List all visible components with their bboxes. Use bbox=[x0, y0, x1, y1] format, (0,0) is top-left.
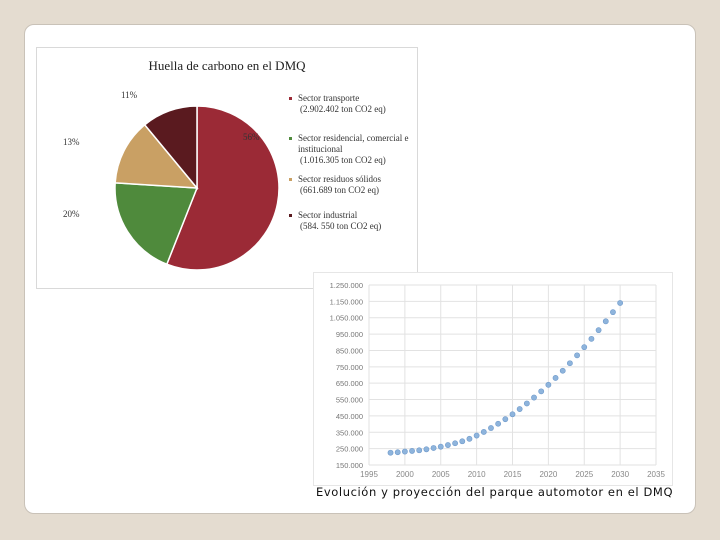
legend-swatch bbox=[289, 137, 292, 140]
data-point bbox=[502, 416, 509, 423]
legend-value: (584. 550 ton CO2 eq) bbox=[300, 221, 382, 231]
data-point bbox=[545, 381, 552, 388]
pie-chart bbox=[114, 105, 280, 271]
y-tick-label: 1.050.000 bbox=[330, 314, 363, 323]
data-point bbox=[574, 352, 580, 359]
pie-slice-0 bbox=[165, 105, 280, 271]
x-tick-label: 2015 bbox=[504, 470, 522, 479]
x-tick-label: 2005 bbox=[432, 470, 450, 479]
data-point bbox=[416, 447, 423, 454]
data-point bbox=[559, 367, 566, 374]
data-point bbox=[409, 448, 415, 454]
legend-item-residencial: Sector residencial, comercial e instituc… bbox=[289, 133, 414, 166]
data-point bbox=[480, 429, 487, 435]
data-point bbox=[617, 300, 624, 306]
y-tick-label: 1.250.000 bbox=[330, 281, 363, 290]
data-point bbox=[516, 406, 523, 412]
y-tick-label: 550.000 bbox=[336, 396, 363, 405]
data-point bbox=[387, 449, 394, 456]
data-point bbox=[401, 448, 408, 455]
legend-item-industrial: Sector industrial (584. 550 ton CO2 eq) bbox=[289, 210, 414, 232]
pie-slice-1 bbox=[114, 182, 199, 266]
legend-value: (1.016.305 ton CO2 eq) bbox=[300, 155, 386, 165]
x-tick-label: 2000 bbox=[396, 470, 414, 479]
pie-slice-2 bbox=[114, 123, 199, 189]
slice-label-industrial: 11% bbox=[121, 90, 138, 100]
data-point bbox=[610, 309, 616, 316]
data-point bbox=[595, 327, 602, 334]
data-point bbox=[581, 344, 588, 351]
data-point bbox=[466, 435, 473, 442]
data-point bbox=[445, 442, 451, 448]
data-point bbox=[430, 445, 437, 451]
x-tick-label: 2020 bbox=[539, 470, 557, 479]
legend-label: Sector industrial bbox=[298, 210, 358, 220]
slice-label-residencial: 20% bbox=[63, 209, 80, 219]
pie-legend: Sector transporte (2.902.402 ton CO2 eq)… bbox=[289, 93, 414, 240]
data-point bbox=[602, 318, 609, 325]
x-tick-label: 2010 bbox=[468, 470, 486, 479]
legend-value: (661.689 ton CO2 eq) bbox=[300, 185, 379, 195]
fleet-chart-panel: 1995 2000 2005 2010 2015 2020 2025 2030 2035 150.… bbox=[313, 272, 673, 486]
legend-swatch bbox=[289, 214, 292, 217]
y-tick-label: 450.000 bbox=[336, 412, 363, 421]
data-point bbox=[531, 394, 537, 401]
data-point bbox=[423, 446, 430, 453]
y-tick-label: 750.000 bbox=[336, 363, 363, 372]
x-tick-label: 2030 bbox=[611, 470, 629, 479]
x-tick-label: 2035 bbox=[647, 470, 665, 479]
legend-value: (2.902.402 ton CO2 eq) bbox=[300, 104, 386, 114]
data-point bbox=[566, 360, 573, 367]
y-tick-label: 950.000 bbox=[336, 330, 363, 339]
fleet-chart-caption: Evolución y proyección del parque automo… bbox=[316, 485, 674, 499]
pie-chart-title: Huella de carbono en el DMQ bbox=[148, 58, 306, 73]
x-tick-label: 1995 bbox=[360, 470, 378, 479]
data-point bbox=[552, 375, 559, 381]
legend-swatch bbox=[289, 97, 292, 100]
slice-label-transporte: 56% bbox=[243, 132, 260, 142]
legend-label: Sector residuos sólidos bbox=[298, 174, 381, 184]
pie-chart-panel: Huella de carbono en el DMQ 11% 56% 13% … bbox=[36, 47, 418, 289]
pie-slice-3 bbox=[143, 105, 198, 191]
legend-item-transporte: Sector transporte (2.902.402 ton CO2 eq) bbox=[289, 93, 414, 115]
data-point bbox=[588, 335, 595, 342]
y-tick-label: 850.000 bbox=[336, 346, 363, 355]
y-tick-label: 250.000 bbox=[336, 445, 363, 454]
legend-swatch bbox=[289, 178, 292, 181]
fleet-chart: 1995 2000 2005 2010 2015 2020 2025 2030 2035 150.… bbox=[330, 281, 666, 479]
y-tick-label: 1.150.000 bbox=[330, 297, 363, 306]
legend-item-residuos: Sector residuos sólidos (661.689 ton CO2… bbox=[289, 174, 414, 196]
y-tick-label: 150.000 bbox=[336, 461, 363, 470]
data-point bbox=[538, 388, 545, 395]
data-point bbox=[473, 432, 480, 439]
x-tick-label: 2025 bbox=[575, 470, 593, 479]
y-tick-label: 650.000 bbox=[336, 379, 363, 388]
data-point bbox=[488, 425, 494, 431]
data-point bbox=[495, 420, 502, 427]
data-point bbox=[523, 400, 530, 407]
data-point bbox=[459, 438, 466, 445]
data-point bbox=[452, 440, 458, 447]
y-tick-label: 350.000 bbox=[336, 428, 363, 437]
legend-label: Sector residencial, comercial e instituc… bbox=[298, 133, 409, 154]
data-point bbox=[437, 443, 444, 450]
legend-label: Sector transporte bbox=[298, 93, 360, 103]
data-point bbox=[394, 449, 401, 456]
data-point bbox=[509, 411, 516, 418]
slice-label-residuos: 13% bbox=[63, 137, 80, 147]
